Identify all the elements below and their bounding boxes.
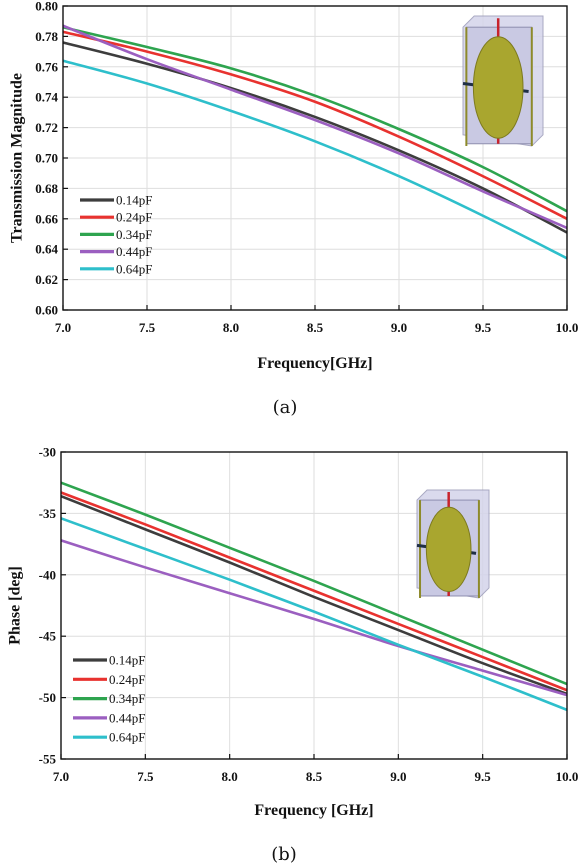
x-axis-label: Frequency[GHz] [257,355,372,372]
series-line-0.64pF [60,517,568,712]
series-line-0.44pF [60,539,568,697]
series-line-0.64pF [62,59,568,260]
x-tick-label: 9.5 [475,769,492,784]
y-tick-label: 0.76 [35,59,58,74]
series-line-0.24pF [62,30,568,220]
x-tick-label: 8.5 [307,320,324,335]
legend-label: 0.24pF [109,672,145,687]
y-tick-label: 0.70 [35,151,58,166]
x-tick-label: 7.0 [53,769,69,784]
y-tick-label: -55 [39,752,57,767]
x-tick-label: 9.0 [390,769,406,784]
legend-label: 0.24pF [116,210,152,225]
y-tick-label: 0.66 [35,211,58,226]
caption: (b) [271,844,297,865]
y-tick-label: 0.72 [35,120,58,135]
y-axis-label: Phase [deg] [7,566,24,645]
x-tick-label: 10.0 [556,769,579,784]
legend-label: 0.44pF [109,710,145,725]
series-line-0.14pF [60,494,568,696]
y-tick-label: 0.78 [35,29,58,44]
chart-a: 7.0 7.5 8.0 8.5 9.0 9.5 10.0 0.60 0.62 0.64 0.66 0.… [9,0,579,418]
x-tick-label: 9.0 [391,320,407,335]
x-tick-label: 7.0 [55,320,71,335]
y-tick-label: -50 [39,690,56,705]
legend-label: 0.34pF [109,691,145,706]
legend: 0.14pF 0.24pF 0.34pF 0.44pF 0.64pF [73,653,145,745]
series-line-0.44pF [62,24,568,230]
y-tick-label: 0.64 [35,242,58,257]
y-axis-label: Transmission Magnitude [9,73,26,243]
elliptical-patch [425,506,472,593]
legend: 0.14pF 0.24pF 0.34pF 0.44pF 0.64pF [80,193,152,276]
legend-label: 0.34pF [116,227,152,242]
y-tick-label: -35 [39,506,57,521]
unit-cell-inset-icon [416,489,490,599]
legend-label: 0.64pF [116,261,152,276]
x-axis-label: Frequency [GHz] [254,802,373,819]
x-tick-label: 10.0 [556,320,579,335]
y-tick-label: -30 [39,445,56,460]
series-line-0.14pF [62,41,568,234]
legend-label: 0.14pF [116,193,152,208]
series-line-0.24pF [60,491,568,692]
unit-cell-inset-icon [462,15,544,147]
y-tick-label: 0.80 [35,0,58,14]
caption: (a) [273,397,298,418]
legend-label: 0.44pF [116,244,152,259]
series-line-0.34pF [62,26,568,213]
y-tick-label: 0.68 [35,181,58,196]
y-tick-label: 0.74 [35,90,58,105]
y-tick-label: -40 [39,567,56,582]
series-line-0.34pF [60,481,568,686]
chart-b: 7.0 7.5 8.0 8.5 9.0 9.5 10.0 -55 -50 -45 -40 -35 -30… [7,445,579,866]
legend-label: 0.64pF [109,730,145,745]
y-tick-label: 0.60 [35,303,58,318]
x-tick-label: 8.0 [222,769,238,784]
y-tick-label: 0.62 [35,272,58,287]
x-tick-label: 8.0 [223,320,239,335]
legend-label: 0.14pF [109,653,145,668]
x-tick-label: 8.5 [306,769,323,784]
x-tick-label: 7.5 [139,320,156,335]
elliptical-patch [472,36,524,139]
x-tick-label: 7.5 [137,769,154,784]
x-tick-label: 9.5 [475,320,492,335]
y-tick-label: -45 [39,629,57,644]
